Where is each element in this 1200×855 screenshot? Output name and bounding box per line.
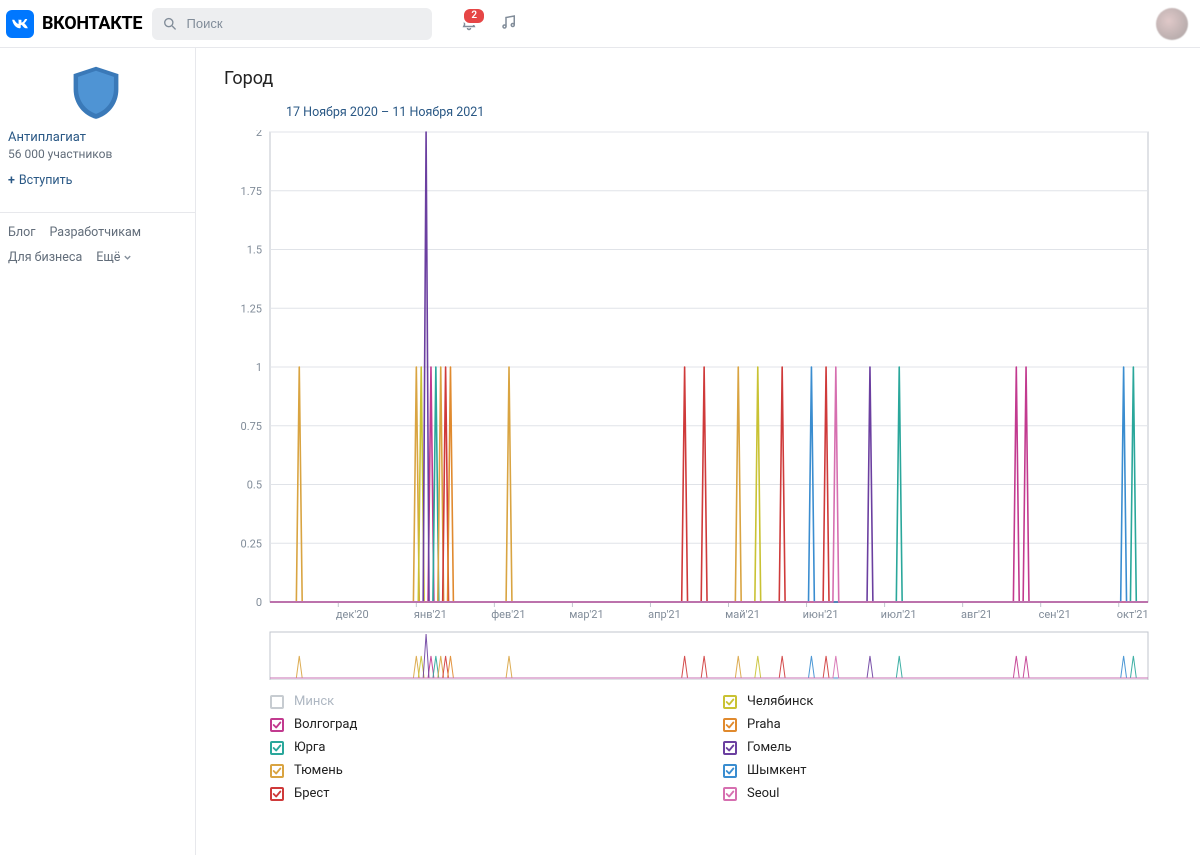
legend-item[interactable]: Seoul [723, 786, 1176, 801]
legend-item[interactable]: Praha [723, 717, 1176, 732]
svg-text:июн'21: июн'21 [803, 608, 839, 621]
svg-text:янв'21: янв'21 [414, 608, 447, 621]
legend-item[interactable]: Гомель [723, 740, 1176, 755]
chart-canvas: 0 0.25 0.5 0.75 1 1.25 1.5 1.75 2 дек'20 янв'21 фев… [224, 130, 1154, 680]
join-button[interactable]: + Вступить [8, 173, 72, 188]
checkbox-icon [270, 718, 284, 732]
divider [0, 212, 195, 213]
brand[interactable]: ВКОНТАКТЕ [6, 10, 142, 38]
checkbox-icon [270, 787, 284, 801]
svg-text:фев'21: фев'21 [491, 608, 525, 621]
music-icon [500, 13, 518, 31]
plus-icon: + [8, 173, 15, 188]
svg-text:окт'21: окт'21 [1117, 608, 1149, 621]
svg-text:июл'21: июл'21 [881, 608, 917, 621]
svg-text:сен'21: сен'21 [1039, 608, 1071, 621]
svg-text:1.5: 1.5 [247, 244, 262, 257]
footer-links: Блог Разработчикам Для бизнеса Ещё [8, 225, 183, 265]
checkbox-icon [723, 764, 737, 778]
date-range[interactable]: 17 Ноября 2020 – 11 Ноября 2021 [286, 105, 1176, 120]
legend-label: Юрга [294, 740, 325, 755]
checkbox-icon [270, 764, 284, 778]
brand-text: ВКОНТАКТЕ [42, 13, 142, 34]
link-business[interactable]: Для бизнеса [8, 250, 82, 265]
checkbox-icon [270, 741, 284, 755]
main-content: Город 17 Ноября 2020 – 11 Ноября 2021 00… [196, 48, 1200, 855]
vk-logo-icon [6, 10, 34, 38]
legend-item[interactable]: Брест [270, 786, 723, 801]
legend-label: Минск [294, 694, 334, 709]
legend-item[interactable]: Минск [270, 694, 723, 709]
chevron-down-icon [123, 253, 132, 262]
legend-item[interactable]: Тюмень [270, 763, 723, 778]
notification-badge: 2 [462, 7, 486, 25]
legend-label: Брест [294, 786, 329, 801]
search-icon [162, 15, 178, 33]
legend-label: Тюмень [294, 763, 343, 778]
svg-text:дек'20: дек'20 [336, 608, 369, 621]
link-devs[interactable]: Разработчикам [49, 225, 141, 240]
svg-text:0.5: 0.5 [247, 479, 262, 492]
legend-item[interactable]: Юрга [270, 740, 723, 755]
legend-label: Гомель [747, 740, 792, 755]
legend-label: Шымкент [747, 763, 807, 778]
checkbox-icon [723, 787, 737, 801]
legend-item[interactable]: Шымкент [723, 763, 1176, 778]
group-logo[interactable] [8, 58, 183, 130]
legend-item[interactable]: Челябинск [723, 694, 1176, 709]
checkbox-icon [723, 695, 737, 709]
svg-text:1.25: 1.25 [241, 302, 262, 315]
city-chart[interactable]: 0 0.25 0.5 0.75 1 1.25 1.5 1.75 2 дек'20 янв'21 фев… [224, 130, 1176, 680]
svg-text:2: 2 [256, 130, 262, 139]
svg-text:апр'21: апр'21 [648, 608, 681, 621]
link-more[interactable]: Ещё [96, 250, 132, 265]
svg-text:0.25: 0.25 [241, 537, 262, 550]
svg-text:0: 0 [256, 596, 262, 609]
search-input[interactable] [187, 16, 423, 31]
svg-text:1.75: 1.75 [241, 185, 262, 198]
join-label: Вступить [19, 173, 73, 188]
svg-text:1: 1 [256, 361, 262, 374]
shield-icon [51, 64, 141, 120]
svg-text:0.75: 0.75 [241, 420, 262, 433]
search-box[interactable] [152, 8, 432, 40]
group-name[interactable]: Антиплагиат [8, 130, 183, 145]
avatar[interactable] [1156, 8, 1188, 40]
checkbox-icon [723, 741, 737, 755]
notifications-button[interactable]: 2 [460, 13, 478, 35]
top-bar: ВКОНТАКТЕ 2 [0, 0, 1200, 48]
svg-text:авг'21: авг'21 [961, 608, 992, 621]
link-blog[interactable]: Блог [8, 225, 35, 240]
checkbox-icon [723, 718, 737, 732]
section-title: Город [224, 68, 1176, 89]
checkbox-icon [270, 695, 284, 709]
legend-label: Praha [747, 717, 781, 732]
svg-text:май'21: май'21 [725, 608, 760, 621]
legend-label: Волгоград [294, 717, 357, 732]
legend-item[interactable]: Волгоград [270, 717, 723, 732]
music-button[interactable] [500, 13, 518, 35]
chart-legend: Минск Волгоград Юрга Тюмень Брест Челябинск Pr… [270, 694, 1176, 809]
svg-text:мар'21: мар'21 [569, 608, 603, 621]
sidebar: Антиплагиат 56 000 участников + Вступить… [0, 48, 196, 855]
legend-label: Seoul [747, 786, 779, 801]
group-members: 56 000 участников [8, 147, 183, 161]
legend-label: Челябинск [747, 694, 813, 709]
top-icons: 2 [460, 13, 518, 35]
